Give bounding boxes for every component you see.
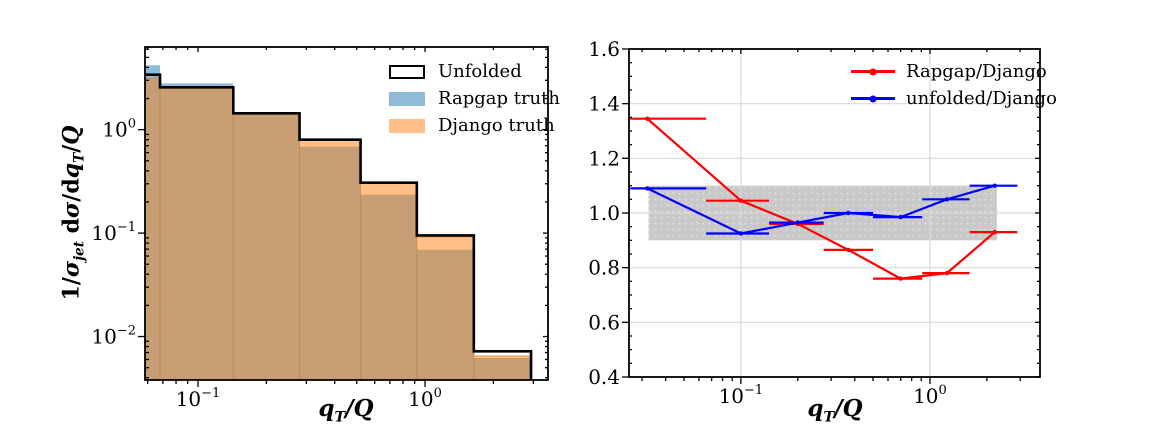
svg-text:10−1: 10−1	[176, 386, 221, 411]
rapgap-truth-swatch-icon	[389, 91, 425, 106]
svg-text:1.0: 1.0	[588, 201, 620, 225]
legend-label-unfolded: Unfolded	[438, 60, 522, 82]
rapgap-django-line-icon	[851, 68, 895, 75]
legend-label-django-truth: Django truth	[438, 114, 555, 136]
django-truth-swatch-icon	[389, 118, 425, 133]
legend-label-rapgap-truth: Rapgap truth	[438, 87, 560, 109]
left-y-axis-label: 1/σjet dσ/dqT/Q	[58, 125, 88, 301]
legend-item-rapgap-django: Rapgap/Django	[851, 58, 1057, 85]
svg-text:100: 100	[913, 383, 947, 408]
legend-item-rapgap-truth: Rapgap truth	[389, 85, 560, 112]
legend-item-django-truth: Django truth	[389, 112, 560, 139]
left-x-axis-label: qT/Q	[318, 395, 374, 426]
left-legend: Unfolded Rapgap truth Django truth	[389, 58, 560, 139]
svg-text:0.8: 0.8	[588, 256, 620, 280]
svg-text:10−1: 10−1	[91, 220, 136, 245]
unfolded-swatch-icon	[389, 64, 425, 79]
right-legend: Rapgap/Django unfolded/Django	[851, 58, 1057, 112]
right-x-axis-label: qT/Q	[807, 395, 863, 426]
unfolded-django-line-icon	[851, 95, 895, 102]
svg-text:100: 100	[408, 386, 442, 411]
legend-label-rapgap-django: Rapgap/Django	[906, 60, 1047, 82]
legend-item-unfolded-django: unfolded/Django	[851, 85, 1057, 112]
svg-text:0.4: 0.4	[588, 365, 620, 389]
svg-text:10−2: 10−2	[91, 324, 136, 349]
svg-text:1.2: 1.2	[588, 146, 620, 170]
svg-text:10−1: 10−1	[719, 383, 764, 408]
legend-label-unfolded-django: unfolded/Django	[906, 87, 1057, 109]
svg-text:1.6: 1.6	[588, 37, 620, 61]
svg-text:1.4: 1.4	[588, 92, 620, 116]
legend-item-unfolded: Unfolded	[389, 58, 560, 85]
svg-text:100: 100	[102, 117, 136, 142]
svg-text:0.6: 0.6	[588, 310, 620, 334]
